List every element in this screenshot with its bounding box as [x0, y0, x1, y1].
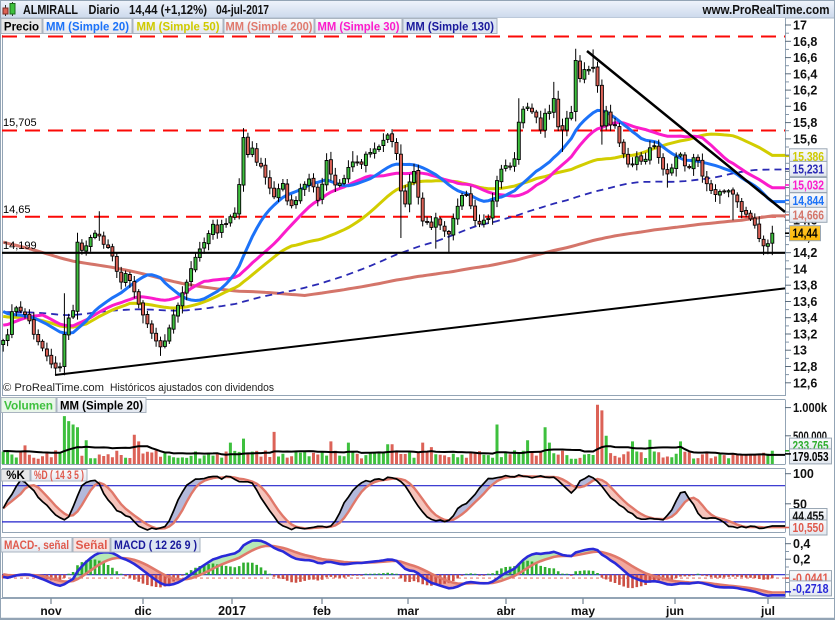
- svg-text:16,4: 16,4: [793, 67, 817, 81]
- svg-text:1.000k: 1.000k: [793, 401, 827, 415]
- svg-text:10,550: 10,550: [793, 521, 825, 535]
- svg-text:14,2: 14,2: [793, 246, 817, 260]
- svg-text:14,44 (+1,12%): 14,44 (+1,12%): [129, 2, 207, 17]
- svg-text:14: 14: [793, 262, 807, 276]
- svg-text:15,6: 15,6: [793, 132, 817, 146]
- svg-text:13,4: 13,4: [793, 311, 817, 325]
- svg-text:15,032: 15,032: [793, 179, 825, 193]
- svg-text:04-jul-2017: 04-jul-2017: [216, 2, 269, 17]
- svg-text:16,6: 16,6: [793, 51, 817, 65]
- svg-text:ALMIRALL: ALMIRALL: [23, 2, 78, 17]
- svg-text:13,2: 13,2: [793, 328, 817, 342]
- svg-text:16: 16: [793, 100, 807, 114]
- svg-text:jul: jul: [760, 604, 775, 618]
- svg-text:0,2: 0,2: [793, 553, 810, 567]
- svg-text:14,844: 14,844: [793, 194, 825, 208]
- svg-text:MM (Simple 20): MM (Simple 20): [60, 401, 143, 413]
- svg-text:MACD ( 12 26 9 ): MACD ( 12 26 9 ): [114, 540, 197, 552]
- svg-text:MM (Simple 50): MM (Simple 50): [137, 22, 220, 34]
- svg-text:Volumen: Volumen: [4, 401, 53, 413]
- svg-text:2017: 2017: [218, 604, 246, 618]
- svg-text:Precio: Precio: [4, 22, 39, 34]
- svg-text:14,44: 14,44: [793, 227, 818, 241]
- svg-text:16,2: 16,2: [793, 84, 817, 98]
- svg-text:jun: jun: [665, 604, 684, 618]
- svg-text:MACD-, señal: MACD-, señal: [4, 540, 69, 552]
- svg-text:© ProRealTime.com: © ProRealTime.com: [3, 382, 104, 394]
- svg-text:13,8: 13,8: [793, 279, 817, 293]
- svg-text:abr: abr: [497, 604, 516, 618]
- svg-text:15,8: 15,8: [793, 116, 817, 130]
- svg-text:14,65: 14,65: [3, 204, 31, 216]
- svg-text:13: 13: [793, 344, 807, 358]
- svg-text:Señal: Señal: [75, 538, 107, 552]
- svg-text:mar: mar: [397, 604, 419, 618]
- svg-text:12,6: 12,6: [793, 376, 817, 390]
- svg-text:15,705: 15,705: [3, 117, 37, 129]
- svg-text:13,6: 13,6: [793, 295, 817, 309]
- svg-text:www.ProRealTime.com: www.ProRealTime.com: [702, 2, 830, 17]
- svg-text:16,8: 16,8: [793, 35, 817, 49]
- svg-text:14,666: 14,666: [793, 208, 825, 222]
- svg-text:Diario: Diario: [89, 2, 120, 17]
- svg-text:Históricos ajustados con divid: Históricos ajustados con dividendos: [110, 382, 274, 394]
- svg-text:MM (Simple 20): MM (Simple 20): [46, 22, 129, 34]
- svg-text:feb: feb: [313, 604, 331, 618]
- svg-text:12,8: 12,8: [793, 360, 817, 374]
- svg-text:14,199: 14,199: [3, 240, 37, 252]
- svg-text:MM (Simple 200): MM (Simple 200): [226, 22, 313, 34]
- svg-text:nov: nov: [40, 604, 62, 618]
- svg-text:15,231: 15,231: [793, 162, 825, 176]
- svg-text:17: 17: [793, 19, 807, 33]
- svg-text:179.053: 179.053: [793, 450, 829, 464]
- svg-text:dic: dic: [134, 604, 152, 618]
- svg-text:MM (Simple 30): MM (Simple 30): [318, 22, 400, 34]
- svg-text:15,386: 15,386: [793, 150, 825, 164]
- svg-text:-0,2718: -0,2718: [793, 582, 829, 596]
- svg-text:50: 50: [793, 497, 807, 511]
- svg-text:may: may: [571, 604, 595, 618]
- svg-text:100: 100: [793, 467, 814, 481]
- svg-text:0,4: 0,4: [793, 537, 810, 551]
- svg-text:%K: %K: [6, 470, 25, 482]
- svg-text:%D ( 14 3 5 ): %D ( 14 3 5 ): [34, 470, 84, 482]
- svg-text:MM (Simple 130): MM (Simple 130): [406, 22, 494, 34]
